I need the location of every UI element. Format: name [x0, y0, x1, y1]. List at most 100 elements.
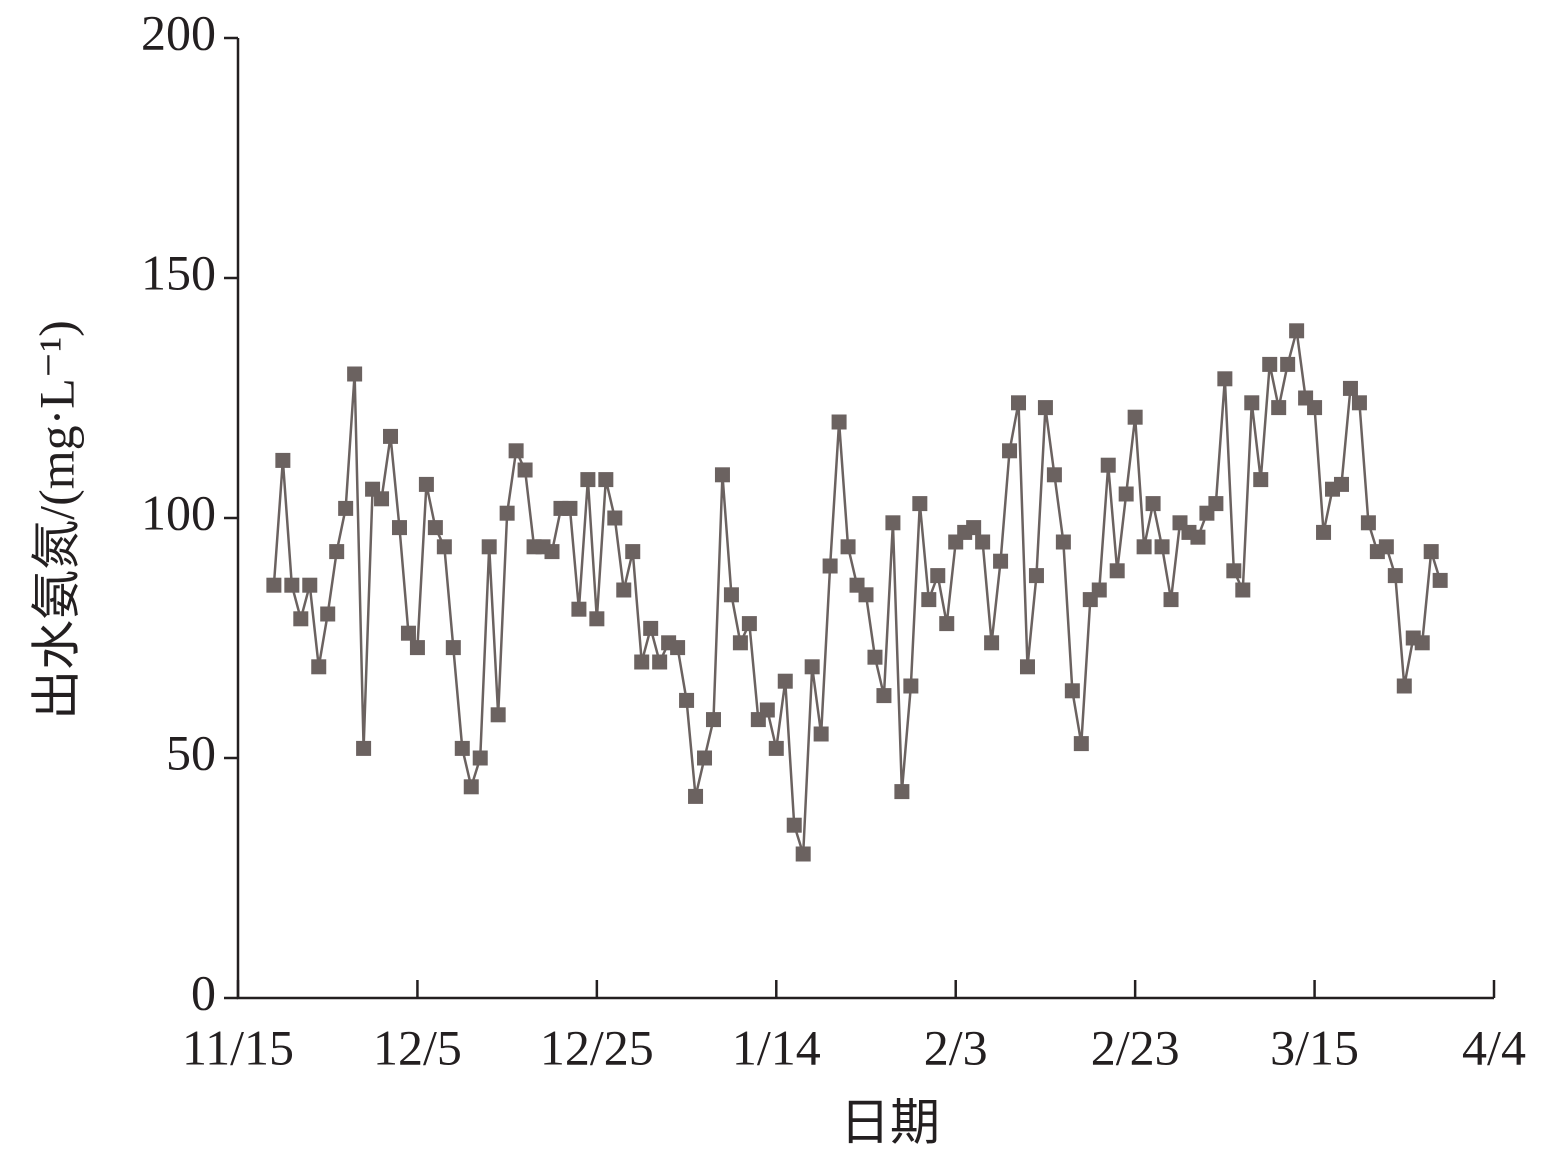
data-marker — [813, 726, 829, 742]
data-marker — [1208, 496, 1224, 512]
y-tick-label: 50 — [166, 724, 216, 780]
data-marker — [562, 500, 578, 516]
data-marker — [1145, 496, 1161, 512]
data-marker — [930, 568, 946, 584]
data-marker — [1378, 539, 1394, 555]
data-marker — [795, 846, 811, 862]
data-marker — [741, 616, 757, 632]
data-marker — [436, 539, 452, 555]
data-marker — [589, 611, 605, 627]
data-marker — [293, 611, 309, 627]
data-marker — [383, 428, 399, 444]
x-tick-label: 12/25 — [540, 1019, 654, 1075]
data-marker — [616, 582, 632, 598]
data-marker — [1226, 563, 1242, 579]
data-marker — [894, 784, 910, 800]
x-tick-label: 3/15 — [1270, 1019, 1359, 1075]
data-marker — [840, 539, 856, 555]
data-marker — [679, 692, 695, 708]
y-tick-label: 0 — [191, 964, 216, 1020]
data-marker — [499, 505, 515, 521]
data-marker — [329, 544, 345, 560]
data-marker — [912, 496, 928, 512]
data-marker — [1118, 486, 1134, 502]
data-marker — [1190, 529, 1206, 545]
data-marker — [1100, 457, 1116, 473]
axes — [236, 38, 1494, 1000]
data-marker — [1011, 395, 1027, 411]
data-marker — [1037, 400, 1053, 416]
data-marker — [1064, 683, 1080, 699]
data-marker — [571, 601, 587, 617]
data-marker — [903, 678, 919, 694]
data-marker — [759, 702, 775, 718]
data-marker — [481, 539, 497, 555]
data-marker — [1289, 323, 1305, 339]
data-marker — [1055, 534, 1071, 550]
data-marker — [1351, 395, 1367, 411]
data-marker — [804, 659, 820, 675]
x-tick-label: 4/4 — [1462, 1019, 1526, 1075]
data-marker — [1342, 380, 1358, 396]
data-marker — [885, 515, 901, 531]
data-marker — [356, 740, 372, 756]
data-marker — [831, 414, 847, 430]
data-marker — [427, 520, 443, 536]
data-marker — [688, 788, 704, 804]
data-marker — [984, 635, 1000, 651]
data-marker — [786, 817, 802, 833]
data-marker — [1316, 524, 1332, 540]
y-axis-label: 出水氨氮/(mg·L⁻¹) — [28, 320, 84, 720]
data-marker — [993, 553, 1009, 569]
data-marker — [1046, 467, 1062, 483]
data-marker — [867, 649, 883, 665]
data-marker — [939, 616, 955, 632]
data-marker — [1360, 515, 1376, 531]
data-marker — [1109, 563, 1125, 579]
data-marker — [1271, 400, 1287, 416]
x-tick-label: 2/3 — [924, 1019, 988, 1075]
data-marker — [508, 443, 524, 459]
x-tick-label: 11/15 — [182, 1019, 294, 1075]
data-marker — [311, 659, 327, 675]
data-marker — [777, 673, 793, 689]
data-marker — [400, 625, 416, 641]
data-marker — [1002, 443, 1018, 459]
data-marker — [1091, 582, 1107, 598]
data-marker — [652, 654, 668, 670]
data-marker — [697, 750, 713, 766]
data-marker — [266, 577, 282, 593]
x-tick-label: 2/23 — [1091, 1019, 1180, 1075]
data-marker — [714, 467, 730, 483]
data-marker — [723, 587, 739, 603]
data-marker — [302, 577, 318, 593]
data-marker — [580, 472, 596, 488]
data-marker — [705, 712, 721, 728]
x-tick-label: 12/5 — [373, 1019, 462, 1075]
data-marker — [320, 606, 336, 622]
data-marker — [1127, 409, 1143, 425]
data-marker — [1262, 356, 1278, 372]
data-marker — [966, 520, 982, 536]
data-marker — [1136, 539, 1152, 555]
y-tick-label: 100 — [141, 484, 216, 540]
data-marker — [338, 500, 354, 516]
data-marker — [607, 510, 623, 526]
data-marker — [1253, 472, 1269, 488]
data-marker — [1019, 659, 1035, 675]
data-marker — [517, 462, 533, 478]
data-marker — [1307, 400, 1323, 416]
data-marker — [418, 476, 434, 492]
data-marker — [1163, 592, 1179, 608]
data-marker — [409, 640, 425, 656]
data-marker — [625, 544, 641, 560]
x-tick-label: 1/14 — [732, 1019, 821, 1075]
data-marker — [1423, 544, 1439, 560]
data-marker — [284, 577, 300, 593]
data-marker — [876, 688, 892, 704]
data-marker — [1333, 476, 1349, 492]
data-marker — [822, 558, 838, 574]
data-marker — [643, 620, 659, 636]
data-marker — [1217, 371, 1233, 387]
